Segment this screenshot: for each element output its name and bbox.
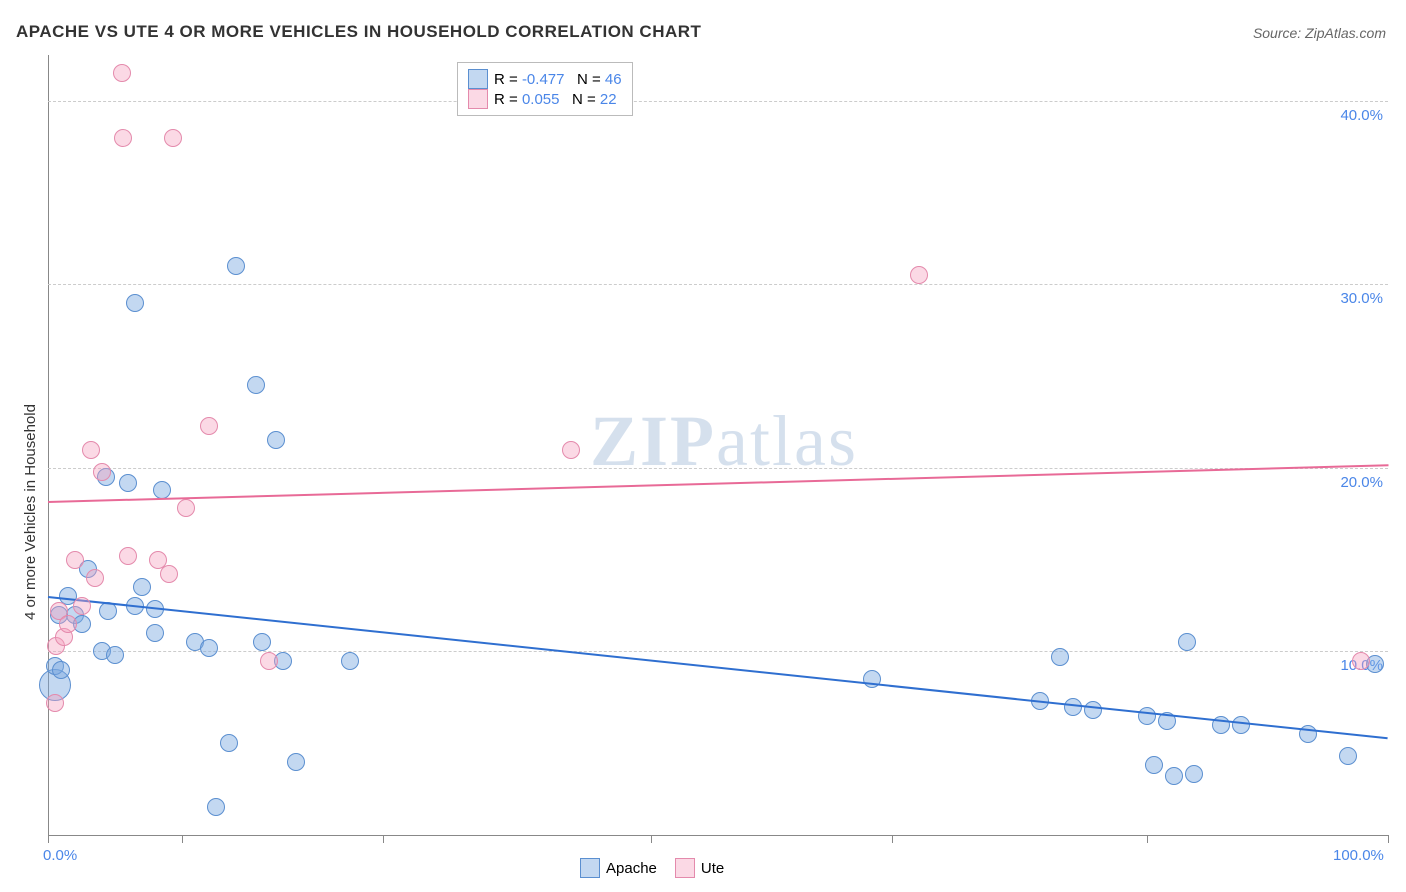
x-tick xyxy=(1147,835,1148,843)
data-point xyxy=(1145,756,1163,774)
source-credit: Source: ZipAtlas.com xyxy=(1253,25,1386,41)
chart-title: APACHE VS UTE 4 OR MORE VEHICLES IN HOUS… xyxy=(16,22,701,42)
x-tick-label: 0.0% xyxy=(43,847,77,864)
x-tick xyxy=(1388,835,1389,843)
x-tick-label: 100.0% xyxy=(1333,847,1384,864)
data-point xyxy=(164,129,182,147)
data-point xyxy=(73,597,91,615)
data-point xyxy=(910,266,928,284)
data-point xyxy=(1178,633,1196,651)
data-point xyxy=(287,753,305,771)
gridline xyxy=(48,101,1388,102)
data-point xyxy=(253,633,271,651)
data-point xyxy=(177,499,195,517)
data-point xyxy=(1232,716,1250,734)
data-point xyxy=(119,474,137,492)
data-point xyxy=(113,64,131,82)
data-point xyxy=(1352,652,1370,670)
data-point xyxy=(227,257,245,275)
series-legend-item: Apache xyxy=(580,858,657,878)
y-tick-label: 40.0% xyxy=(1328,107,1383,124)
data-point xyxy=(119,547,137,565)
data-point xyxy=(126,294,144,312)
data-point xyxy=(82,441,100,459)
series-name: Apache xyxy=(606,860,657,877)
chart-container: APACHE VS UTE 4 OR MORE VEHICLES IN HOUS… xyxy=(0,0,1406,892)
data-point xyxy=(153,481,171,499)
x-tick xyxy=(892,835,893,843)
data-point xyxy=(1165,767,1183,785)
gridline xyxy=(48,284,1388,285)
stats-text: R = 0.055 N = 22 xyxy=(494,91,617,108)
y-axis-label: 4 or more Vehicles in Household xyxy=(22,404,39,620)
legend-swatch xyxy=(468,89,488,109)
data-point xyxy=(59,615,77,633)
data-point xyxy=(86,569,104,587)
data-point xyxy=(1138,707,1156,725)
stats-legend: R = -0.477 N = 46 R = 0.055 N = 22 xyxy=(457,62,633,116)
legend-swatch xyxy=(580,858,600,878)
trend-line xyxy=(48,596,1388,739)
data-point xyxy=(341,652,359,670)
data-point xyxy=(160,565,178,583)
trend-line xyxy=(48,464,1388,503)
data-point xyxy=(260,652,278,670)
stats-text: R = -0.477 N = 46 xyxy=(494,71,622,88)
x-tick xyxy=(182,835,183,843)
data-point xyxy=(46,694,64,712)
data-point xyxy=(220,734,238,752)
y-tick-label: 30.0% xyxy=(1328,290,1383,307)
data-point xyxy=(207,798,225,816)
data-point xyxy=(146,624,164,642)
data-point xyxy=(1185,765,1203,783)
data-point xyxy=(52,661,70,679)
data-point xyxy=(1051,648,1069,666)
data-point xyxy=(267,431,285,449)
legend-swatch xyxy=(675,858,695,878)
data-point xyxy=(200,417,218,435)
data-point xyxy=(93,463,111,481)
series-legend-item: Ute xyxy=(675,858,724,878)
data-point xyxy=(1339,747,1357,765)
x-tick xyxy=(651,835,652,843)
stats-legend-row: R = -0.477 N = 46 xyxy=(468,69,622,89)
data-point xyxy=(247,376,265,394)
series-legend: Apache Ute xyxy=(580,858,724,878)
data-point xyxy=(66,551,84,569)
stats-legend-row: R = 0.055 N = 22 xyxy=(468,89,622,109)
data-point xyxy=(200,639,218,657)
y-axis xyxy=(48,55,49,835)
x-tick xyxy=(48,835,49,843)
gridline xyxy=(48,651,1388,652)
data-point xyxy=(1084,701,1102,719)
data-point xyxy=(562,441,580,459)
data-point xyxy=(106,646,124,664)
data-point xyxy=(133,578,151,596)
legend-swatch xyxy=(468,69,488,89)
x-axis xyxy=(48,835,1388,836)
y-tick-label: 20.0% xyxy=(1328,474,1383,491)
series-name: Ute xyxy=(701,860,724,877)
data-point xyxy=(114,129,132,147)
plot-area: 10.0%20.0%30.0%40.0%0.0%100.0% xyxy=(48,55,1388,835)
x-tick xyxy=(383,835,384,843)
